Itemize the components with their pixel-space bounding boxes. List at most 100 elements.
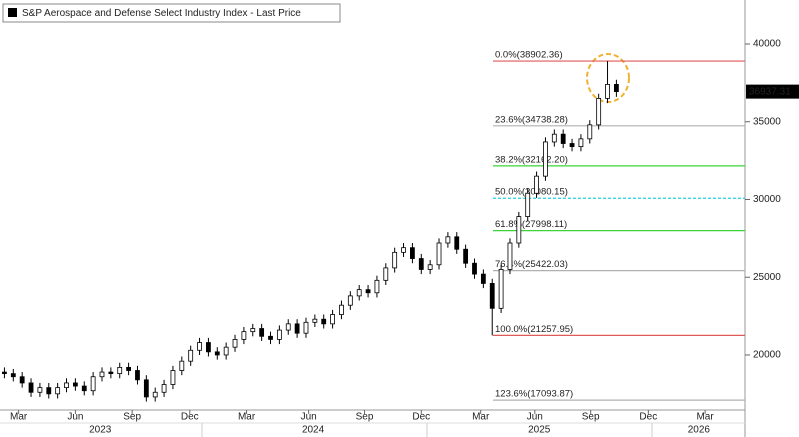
candle-body: [525, 192, 531, 217]
candle-body: [605, 84, 610, 99]
candle-body: [152, 391, 158, 398]
candle-body: [480, 273, 486, 284]
candle-body: [339, 304, 344, 315]
candle-body: [374, 279, 380, 294]
year-label: 2025: [528, 425, 551, 436]
candle-body: [392, 251, 398, 269]
candle-body: [534, 175, 539, 194]
candle-body: [303, 321, 309, 334]
candle-body: [108, 371, 114, 375]
fib-label: 50.0%(30080.15): [495, 187, 568, 198]
x-tick-label: Dec: [412, 412, 430, 423]
candle-body: [410, 247, 415, 259]
candle-body: [188, 349, 194, 362]
x-tick-label: Mar: [472, 412, 490, 423]
x-tick-label: Mar: [10, 412, 28, 423]
candle-body: [401, 247, 406, 253]
x-tick-label: Dec: [181, 412, 199, 423]
candle-body: [10, 373, 16, 378]
candle-body: [507, 242, 513, 270]
x-tick-label: Mar: [696, 412, 714, 423]
x-tick-label: Sep: [356, 412, 374, 423]
fib-label: 23.6%(34738.28): [495, 114, 568, 125]
candle-body: [347, 295, 353, 306]
candle-body: [516, 216, 522, 244]
legend-box: [2, 3, 341, 23]
candle-body: [197, 342, 202, 351]
last-price-label: 36937.31: [749, 86, 791, 97]
candle-body: [365, 289, 371, 294]
candle-body: [259, 328, 265, 337]
candle-body: [587, 124, 593, 140]
candle-body: [46, 387, 52, 395]
x-tick-label: Sep: [582, 412, 600, 423]
year-label: 2026: [688, 425, 711, 436]
x-tick-label: Jun: [301, 412, 317, 423]
x-tick-label: Jun: [527, 412, 543, 423]
candle-body: [28, 382, 34, 393]
candle-body: [427, 264, 433, 270]
candle-body: [276, 329, 282, 340]
legend-label: S&P Aerospace and Defense Select Industr…: [22, 8, 301, 19]
fib-label: 123.6%(17093.87): [495, 389, 573, 400]
candle-body: [99, 371, 105, 378]
candle-body: [294, 323, 300, 334]
candle-body: [596, 98, 602, 126]
candle-body: [454, 236, 460, 250]
candle-body: [312, 318, 318, 323]
candle-body: [223, 346, 229, 356]
candle-body: [489, 283, 495, 309]
y-tick-label: 25000: [753, 272, 781, 283]
legend-swatch: [8, 8, 17, 17]
candle-body: [81, 385, 87, 392]
candle-body: [356, 289, 362, 297]
candle-body: [206, 342, 211, 353]
candle-body: [569, 143, 575, 148]
candle-body: [498, 269, 504, 309]
candle-body: [19, 376, 25, 384]
candle-body: [72, 382, 78, 387]
candle-body: [321, 318, 327, 325]
candle-body: [37, 387, 43, 393]
candle-body: [64, 382, 69, 389]
x-tick-label: Jun: [67, 412, 83, 423]
candle-body: [551, 133, 557, 143]
year-label: 2024: [302, 425, 325, 436]
candle-body: [117, 366, 123, 375]
candle-body: [143, 379, 149, 398]
candle-body: [232, 339, 238, 348]
y-tick-label: 20000: [753, 350, 781, 361]
candle-body: [330, 314, 335, 325]
candle-body: [463, 248, 469, 264]
candle-body: [2, 371, 7, 375]
candle-body: [55, 387, 61, 395]
x-tick-label: Dec: [639, 412, 657, 423]
candle-body: [170, 370, 176, 385]
candle-body: [613, 84, 619, 93]
fib-label: 76.4%(25422.03): [495, 259, 568, 270]
year-label: 2023: [89, 425, 112, 436]
candle-body: [285, 323, 291, 331]
candle-body: [560, 133, 566, 144]
y-tick-label: 30000: [753, 194, 781, 205]
candle-body: [472, 262, 477, 275]
candle-body: [268, 335, 273, 340]
fib-label: 38.2%(32162.20): [495, 154, 568, 165]
candle-body: [214, 351, 220, 356]
fib-label: 0.0%(38902.36): [495, 50, 563, 61]
candle-body: [126, 366, 132, 371]
x-tick-label: Sep: [123, 412, 141, 423]
candle-body: [543, 141, 548, 177]
candle-body: [161, 384, 167, 393]
fib-label: 100.0%(21257.95): [495, 324, 573, 335]
candle-body: [241, 331, 247, 340]
x-tick-label: Mar: [238, 412, 256, 423]
candle-body: [179, 360, 185, 371]
candle-body: [578, 138, 584, 148]
last-price-box: [746, 84, 799, 99]
candle-body: [418, 258, 424, 270]
candle-body: [135, 370, 140, 381]
candle-body: [445, 236, 451, 244]
candle-body: [90, 376, 96, 392]
